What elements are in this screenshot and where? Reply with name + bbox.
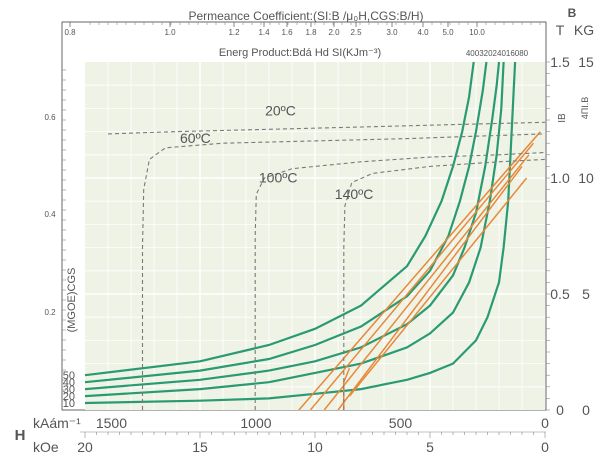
demag-curve: [343, 158, 546, 410]
intrinsic-line: [298, 131, 541, 411]
energy-curve-label: 10: [63, 398, 75, 410]
x-axis-ticks-cgs: 20 15 10 5 0: [77, 431, 549, 455]
demag-curve-label: 60ºC: [180, 130, 211, 146]
right-tick-kg: 15: [578, 54, 594, 70]
h-axis-label: H: [15, 427, 26, 444]
demagnetization-curves: [107, 121, 546, 410]
permeance-tick-label: 10.0: [469, 28, 485, 37]
permeance-ticks: 0.8 1.0 1.2 1.4 1.6 1.8 2.0 2.5 3.0 4.0 5.0 10.0: [64, 22, 541, 37]
x-tick-si-label: 500: [389, 415, 413, 431]
x-unit-si: kAám⁻¹: [33, 415, 81, 431]
permeance-tick-label: 1.2: [228, 28, 240, 37]
right-tick-t: 0.5: [550, 286, 570, 302]
x-tick-cgs-label: 0: [541, 439, 549, 455]
right-axis-t-label: IB: [557, 113, 568, 123]
x-tick-si-label: 1000: [240, 415, 271, 431]
intrinsic-line: [323, 154, 530, 411]
energy-axis-ticks: 0.2 0.4 0.6: [44, 69, 66, 391]
demag-curve-label: 100ºC: [259, 170, 298, 186]
energy-tick-label: 0.6: [44, 113, 56, 122]
energy-curve-label: 50: [63, 370, 75, 382]
x-axis-ticks-si: 1500 1000 500 0: [96, 415, 549, 431]
energy-curve-30: [84, 61, 501, 391]
x-tick-cgs-label: 15: [192, 439, 208, 455]
permeance-tick-label: 3.0: [386, 28, 398, 37]
right-axis-kg-label: 4ΠI.B: [580, 97, 590, 120]
x-tick-cgs-label: 10: [307, 439, 323, 455]
chart-title: Permeance Coefficient:(SI:B /μ₀H,CGS:B/H…: [188, 9, 423, 23]
right-tick-kg: 0: [582, 402, 590, 418]
demag-curve-label: 140ºC: [335, 186, 374, 202]
energy-curve-40: [84, 61, 488, 384]
intrinsic-line: [309, 142, 535, 411]
permeance-tick-label: 1.6: [281, 28, 293, 37]
energy-curve-label: 20: [63, 391, 75, 403]
demag-curve: [141, 133, 546, 410]
energy-curve-label: 40: [63, 377, 75, 389]
energy-tick-label: 0.2: [44, 308, 56, 317]
intrinsic-line: [337, 165, 523, 411]
energy-curve-label: 30: [63, 384, 75, 396]
x-unit-cgs: kOe: [33, 439, 59, 455]
right-tick-t: 0: [556, 402, 564, 418]
energy-curve-50: [84, 61, 475, 377]
intrinsic-line: [348, 177, 528, 397]
permeance-tick-label: 0.8: [64, 28, 76, 37]
chart-subtitle: Energ Product:Bdá Hd SI(KJm⁻³): [219, 47, 381, 59]
intrinsic-lines: [298, 131, 541, 411]
x-tick-si-label: 1500: [96, 415, 127, 431]
right-tick-t: 1.5: [550, 54, 570, 70]
x-tick-cgs-label: 20: [77, 439, 93, 455]
permeance-tick-label: 4.0: [417, 28, 429, 37]
permeance-tick-label: 1.8: [305, 28, 317, 37]
gridlines: [85, 62, 545, 410]
right-unit-t: T: [556, 22, 565, 38]
right-tick-kg: 10: [578, 170, 594, 186]
energy-axis-label: (MGOE)CGS: [66, 268, 78, 333]
permeance-tick-label: 2.5: [350, 28, 362, 37]
right-tick-kg: 5: [582, 286, 590, 302]
permeance-tick-label: 2.0: [328, 28, 340, 37]
demag-curve: [107, 121, 546, 135]
energy-tick-label: 0.4: [44, 210, 56, 219]
demag-curve-label: 20ºC: [265, 102, 296, 118]
demag-curve: [254, 151, 546, 410]
permeance-tick-label: 1.0: [164, 28, 176, 37]
temperature-labels: 20ºC 60ºC 100ºC 140ºC: [180, 102, 373, 202]
right-axis-ticks: 0 0 0.5 5 1.0 10 1.5 15: [546, 54, 594, 418]
right-tick-t: 1.0: [550, 170, 570, 186]
permeance-tick-label: 1.4: [258, 28, 270, 37]
chart-code: 40032024016080: [466, 49, 529, 58]
top-axis-label-b: B: [568, 6, 577, 20]
right-unit-kg: KG: [574, 22, 594, 38]
x-tick-si-label: 0: [541, 415, 549, 431]
x-tick-cgs-label: 5: [426, 439, 434, 455]
permeance-tick-label: 5.0: [442, 28, 454, 37]
